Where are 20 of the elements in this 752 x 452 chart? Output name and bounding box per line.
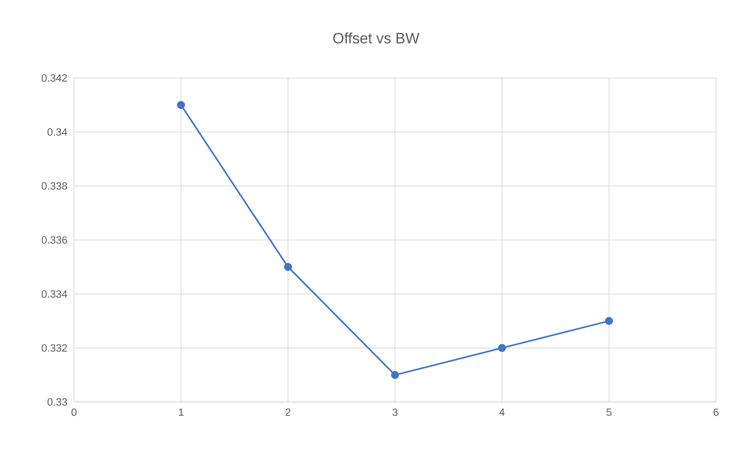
x-tick-label: 2 <box>286 408 290 416</box>
point <box>498 344 506 352</box>
x-tick-label: 5 <box>606 408 612 416</box>
y-tick-label: 0.332 <box>42 344 67 352</box>
x-tick-label: 0 <box>72 408 77 416</box>
y-tick-label: 0.33 <box>48 398 68 406</box>
x-tick-label: 4 <box>499 408 505 416</box>
x-tick-label: 3 <box>392 408 398 416</box>
point <box>284 263 292 271</box>
x-tick-label: 6 <box>714 408 718 416</box>
y-tick-label: 0.336 <box>42 236 68 244</box>
point <box>605 316 613 325</box>
point <box>177 100 185 109</box>
chart-title: Offset vs BW <box>333 32 420 44</box>
y-tick-label: 0.338 <box>42 182 68 190</box>
y-tick-label: 0.334 <box>42 290 68 298</box>
y-tick-label: 0.342 <box>42 74 67 82</box>
point <box>391 370 399 379</box>
x-tick-label: 1 <box>178 408 184 416</box>
y-tick-label: 0.34 <box>48 128 68 136</box>
